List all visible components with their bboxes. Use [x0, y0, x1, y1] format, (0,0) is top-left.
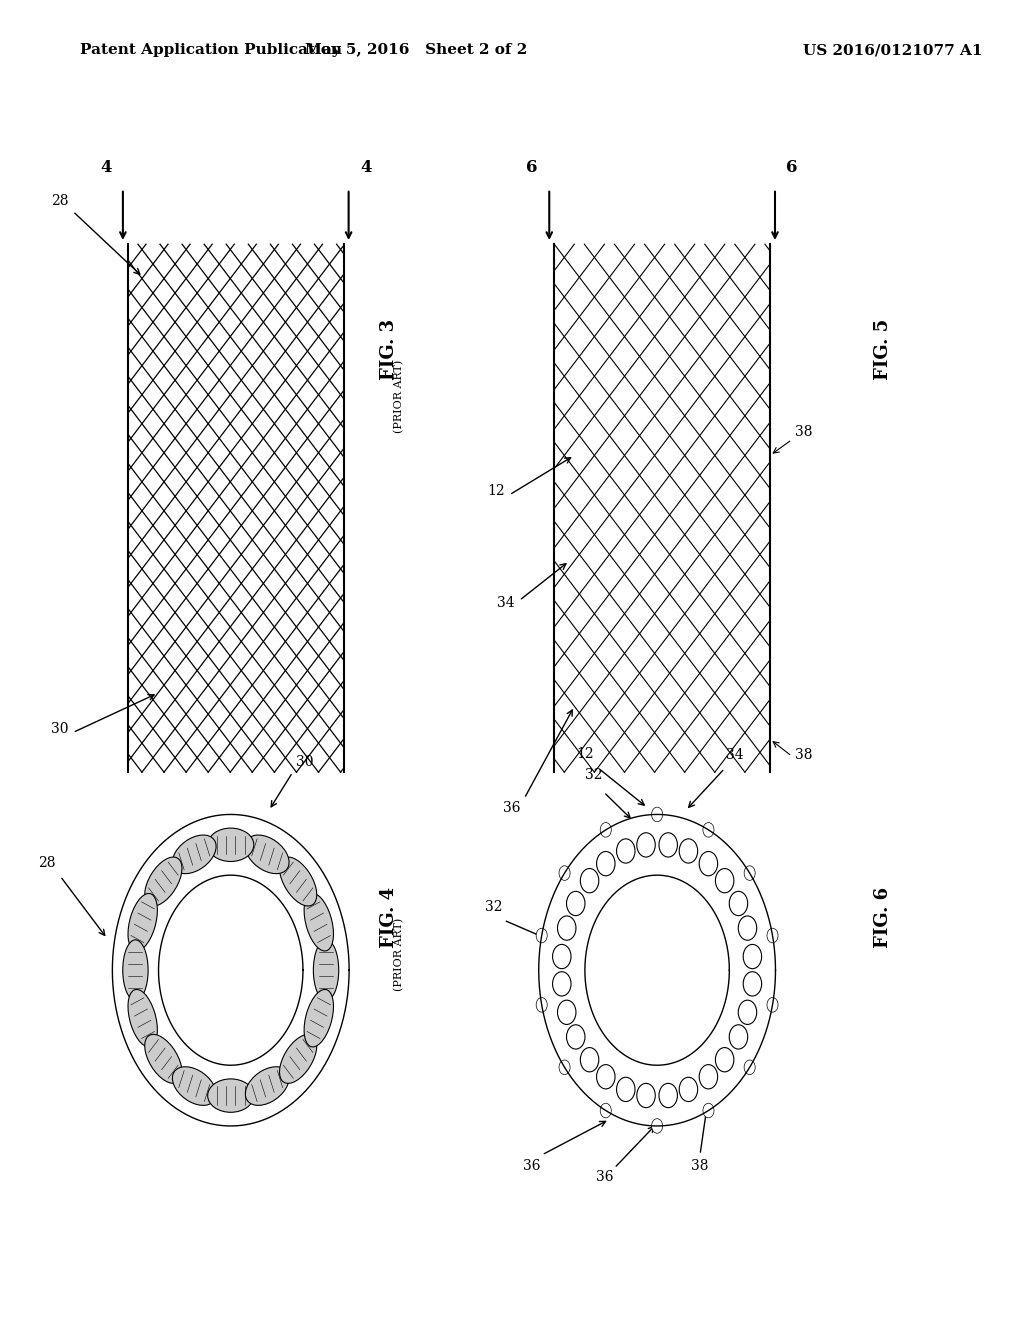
Ellipse shape: [144, 857, 182, 906]
Text: 12: 12: [577, 747, 594, 760]
Circle shape: [566, 891, 585, 916]
Text: 36: 36: [596, 1171, 613, 1184]
Ellipse shape: [246, 1067, 289, 1105]
Circle shape: [597, 851, 615, 875]
Circle shape: [659, 1084, 678, 1107]
Circle shape: [738, 916, 757, 940]
Circle shape: [537, 928, 547, 942]
Circle shape: [553, 972, 571, 997]
Bar: [128, 244, 344, 772]
Circle shape: [699, 1065, 718, 1089]
Circle shape: [597, 1065, 615, 1089]
Circle shape: [559, 1060, 570, 1074]
Ellipse shape: [144, 1035, 182, 1084]
Text: 30: 30: [51, 722, 69, 735]
Ellipse shape: [208, 1078, 254, 1113]
Text: 6: 6: [526, 158, 538, 176]
Circle shape: [702, 1104, 714, 1118]
Text: 12: 12: [487, 484, 505, 498]
Text: US 2016/0121077 A1: US 2016/0121077 A1: [803, 44, 982, 57]
Circle shape: [637, 833, 655, 857]
Circle shape: [566, 1024, 585, 1049]
Polygon shape: [113, 814, 349, 1126]
Circle shape: [716, 869, 734, 892]
Text: 30: 30: [296, 755, 313, 768]
Circle shape: [557, 1001, 575, 1024]
Bar: [554, 244, 770, 772]
Ellipse shape: [304, 990, 334, 1047]
Text: 38: 38: [795, 748, 813, 762]
Ellipse shape: [280, 857, 316, 906]
Circle shape: [581, 1048, 599, 1072]
Circle shape: [581, 869, 599, 892]
Text: Patent Application Publication: Patent Application Publication: [80, 44, 342, 57]
Text: 6: 6: [786, 158, 798, 176]
Circle shape: [600, 822, 611, 837]
Circle shape: [616, 1077, 635, 1102]
Circle shape: [637, 1084, 655, 1107]
Polygon shape: [539, 814, 775, 1126]
Text: 4: 4: [100, 158, 112, 176]
Text: 34: 34: [726, 748, 743, 762]
Ellipse shape: [313, 940, 339, 1001]
Circle shape: [729, 1024, 748, 1049]
Circle shape: [738, 1001, 757, 1024]
Circle shape: [553, 944, 571, 969]
Circle shape: [679, 838, 697, 863]
Circle shape: [767, 998, 778, 1012]
Text: May 5, 2016   Sheet 2 of 2: May 5, 2016 Sheet 2 of 2: [305, 44, 527, 57]
Ellipse shape: [172, 1067, 216, 1105]
Circle shape: [743, 944, 762, 969]
Text: FIG. 5: FIG. 5: [873, 319, 892, 380]
Text: 34: 34: [498, 597, 515, 610]
Text: 36: 36: [504, 801, 521, 814]
Text: FIG. 6: FIG. 6: [873, 887, 892, 948]
Text: FIG. 4: FIG. 4: [380, 887, 398, 948]
Circle shape: [716, 1048, 734, 1072]
Circle shape: [557, 916, 575, 940]
Ellipse shape: [172, 836, 216, 874]
Text: 28: 28: [51, 194, 69, 207]
Circle shape: [651, 1118, 663, 1134]
Ellipse shape: [128, 990, 158, 1047]
Ellipse shape: [280, 1035, 316, 1084]
Text: 32: 32: [585, 768, 602, 781]
Circle shape: [537, 998, 547, 1012]
Circle shape: [702, 822, 714, 837]
Ellipse shape: [246, 836, 289, 874]
Ellipse shape: [123, 940, 148, 1001]
Circle shape: [651, 807, 663, 822]
Circle shape: [559, 866, 570, 880]
Text: 28: 28: [39, 857, 56, 870]
Circle shape: [744, 1060, 756, 1074]
Circle shape: [600, 1104, 611, 1118]
Ellipse shape: [208, 828, 254, 862]
Text: 38: 38: [691, 1159, 709, 1172]
Circle shape: [659, 833, 678, 857]
Text: (PRIOR ART): (PRIOR ART): [394, 359, 404, 433]
Text: 36: 36: [523, 1159, 541, 1172]
Circle shape: [743, 972, 762, 997]
Circle shape: [679, 1077, 697, 1102]
Text: (PRIOR ART): (PRIOR ART): [394, 917, 404, 991]
Circle shape: [744, 866, 756, 880]
Text: 32: 32: [484, 900, 503, 915]
Text: 38: 38: [795, 425, 813, 438]
Circle shape: [729, 891, 748, 916]
Ellipse shape: [128, 894, 158, 950]
Circle shape: [767, 928, 778, 942]
Circle shape: [616, 838, 635, 863]
Ellipse shape: [304, 894, 334, 950]
Text: FIG. 3: FIG. 3: [380, 319, 398, 380]
Text: 4: 4: [359, 158, 372, 176]
Circle shape: [699, 851, 718, 875]
